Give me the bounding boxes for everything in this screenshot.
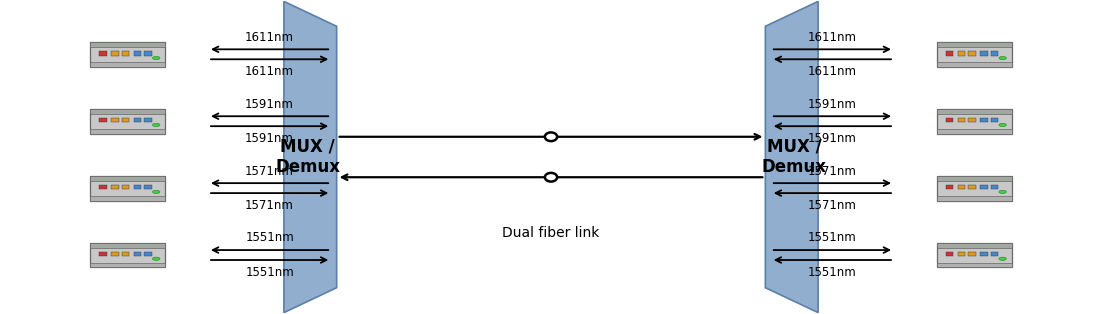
FancyBboxPatch shape (111, 252, 119, 256)
FancyBboxPatch shape (980, 252, 987, 256)
Text: 1611nm: 1611nm (808, 31, 857, 44)
Ellipse shape (152, 123, 160, 127)
FancyBboxPatch shape (991, 118, 998, 122)
FancyBboxPatch shape (90, 196, 165, 201)
FancyBboxPatch shape (958, 185, 965, 189)
FancyBboxPatch shape (144, 185, 152, 189)
FancyBboxPatch shape (937, 196, 1012, 201)
FancyBboxPatch shape (937, 62, 1012, 67)
FancyBboxPatch shape (144, 252, 152, 256)
FancyBboxPatch shape (937, 109, 1012, 134)
FancyBboxPatch shape (937, 243, 1012, 268)
Text: 1551nm: 1551nm (246, 266, 294, 279)
FancyBboxPatch shape (90, 129, 165, 134)
Text: 1571nm: 1571nm (808, 199, 857, 212)
FancyBboxPatch shape (90, 243, 165, 248)
FancyBboxPatch shape (122, 252, 129, 256)
Ellipse shape (152, 57, 160, 60)
FancyBboxPatch shape (991, 252, 998, 256)
FancyBboxPatch shape (133, 252, 141, 256)
FancyBboxPatch shape (937, 176, 1012, 181)
Polygon shape (284, 1, 336, 313)
Text: MUX /
Demux: MUX / Demux (761, 138, 826, 176)
FancyBboxPatch shape (122, 118, 129, 122)
FancyBboxPatch shape (937, 176, 1012, 201)
FancyBboxPatch shape (90, 42, 165, 47)
Ellipse shape (998, 123, 1006, 127)
Ellipse shape (544, 173, 558, 181)
FancyBboxPatch shape (946, 51, 953, 56)
FancyBboxPatch shape (90, 176, 165, 201)
Text: 1611nm: 1611nm (245, 31, 294, 44)
FancyBboxPatch shape (111, 185, 119, 189)
FancyBboxPatch shape (969, 51, 975, 56)
FancyBboxPatch shape (90, 176, 165, 181)
FancyBboxPatch shape (937, 42, 1012, 67)
FancyBboxPatch shape (90, 109, 165, 134)
Text: Dual fiber link: Dual fiber link (503, 226, 599, 240)
Text: 1551nm: 1551nm (808, 231, 856, 245)
FancyBboxPatch shape (937, 243, 1012, 248)
Ellipse shape (998, 190, 1006, 193)
Ellipse shape (998, 257, 1006, 260)
FancyBboxPatch shape (111, 118, 119, 122)
Text: 1571nm: 1571nm (808, 165, 857, 177)
FancyBboxPatch shape (99, 185, 107, 189)
FancyBboxPatch shape (991, 51, 998, 56)
Text: 1571nm: 1571nm (245, 165, 294, 177)
FancyBboxPatch shape (980, 118, 987, 122)
FancyBboxPatch shape (937, 129, 1012, 134)
FancyBboxPatch shape (90, 42, 165, 67)
FancyBboxPatch shape (122, 51, 129, 56)
FancyBboxPatch shape (144, 51, 152, 56)
FancyBboxPatch shape (90, 62, 165, 67)
FancyBboxPatch shape (90, 263, 165, 268)
FancyBboxPatch shape (969, 252, 975, 256)
FancyBboxPatch shape (969, 185, 975, 189)
FancyBboxPatch shape (111, 51, 119, 56)
Text: 1591nm: 1591nm (245, 98, 294, 111)
FancyBboxPatch shape (133, 118, 141, 122)
Text: 1571nm: 1571nm (245, 199, 294, 212)
Text: 1611nm: 1611nm (245, 65, 294, 78)
FancyBboxPatch shape (980, 185, 987, 189)
Text: 1551nm: 1551nm (808, 266, 856, 279)
FancyBboxPatch shape (90, 243, 165, 268)
FancyBboxPatch shape (946, 185, 953, 189)
FancyBboxPatch shape (133, 185, 141, 189)
FancyBboxPatch shape (937, 263, 1012, 268)
Text: 1611nm: 1611nm (808, 65, 857, 78)
FancyBboxPatch shape (946, 252, 953, 256)
FancyBboxPatch shape (90, 109, 165, 114)
FancyBboxPatch shape (946, 118, 953, 122)
Ellipse shape (998, 57, 1006, 60)
FancyBboxPatch shape (980, 51, 987, 56)
Text: 1591nm: 1591nm (808, 98, 857, 111)
Ellipse shape (152, 257, 160, 260)
Text: 1551nm: 1551nm (246, 231, 294, 245)
FancyBboxPatch shape (969, 118, 975, 122)
FancyBboxPatch shape (937, 109, 1012, 114)
Polygon shape (766, 1, 818, 313)
FancyBboxPatch shape (99, 118, 107, 122)
Ellipse shape (544, 133, 558, 141)
Text: MUX /
Demux: MUX / Demux (276, 138, 341, 176)
FancyBboxPatch shape (937, 42, 1012, 47)
Ellipse shape (152, 190, 160, 193)
FancyBboxPatch shape (99, 51, 107, 56)
FancyBboxPatch shape (144, 118, 152, 122)
Text: 1591nm: 1591nm (245, 132, 294, 145)
FancyBboxPatch shape (122, 185, 129, 189)
FancyBboxPatch shape (133, 51, 141, 56)
Text: 1591nm: 1591nm (808, 132, 857, 145)
FancyBboxPatch shape (991, 185, 998, 189)
FancyBboxPatch shape (99, 252, 107, 256)
FancyBboxPatch shape (958, 51, 965, 56)
FancyBboxPatch shape (958, 118, 965, 122)
FancyBboxPatch shape (958, 252, 965, 256)
